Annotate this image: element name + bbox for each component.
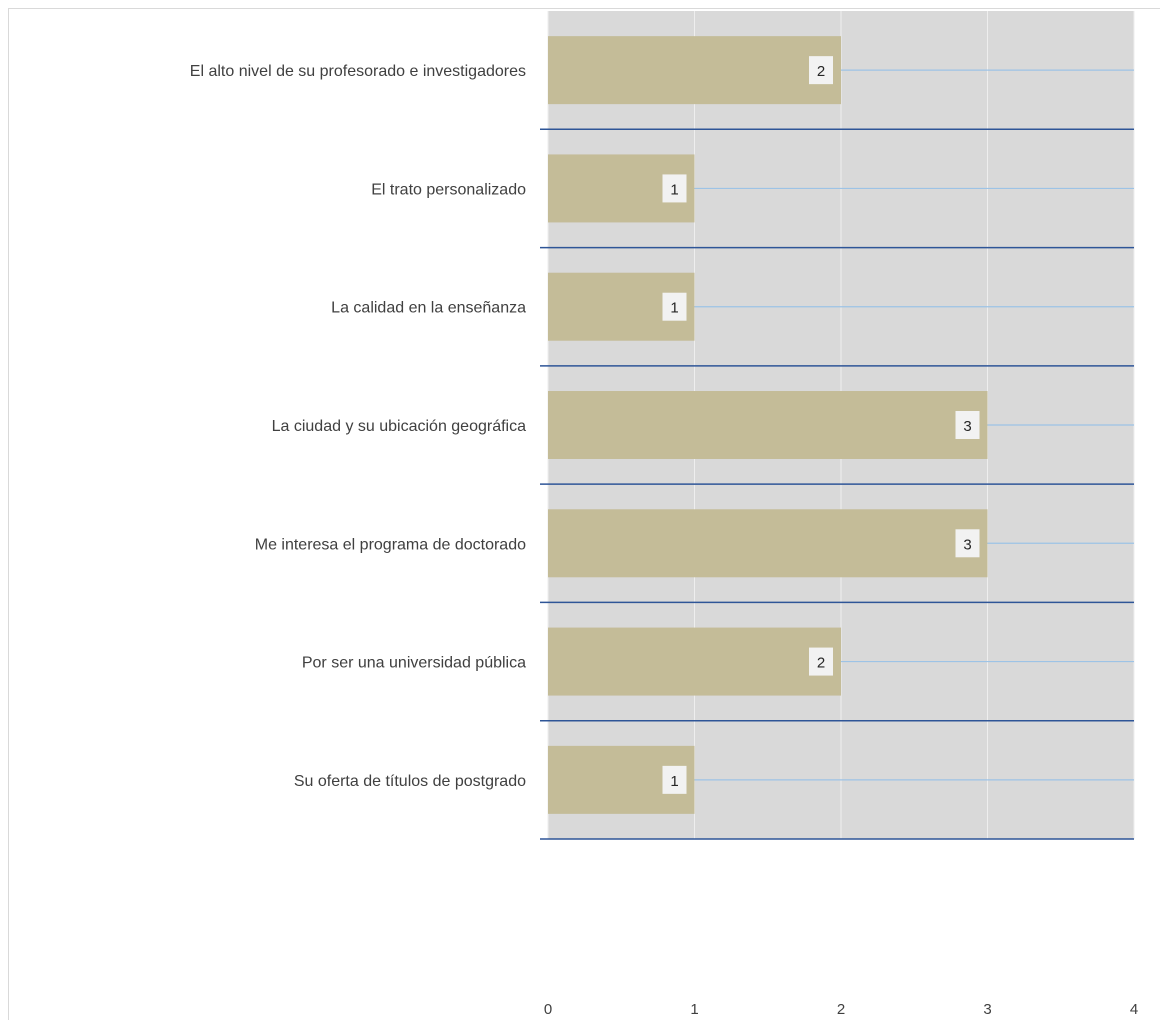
data-label-box: [955, 529, 980, 558]
data-label: 1: [670, 300, 678, 317]
data-label: 2: [817, 63, 825, 80]
bar: [548, 509, 988, 578]
bar: [548, 627, 841, 696]
x-tick-label: 1: [690, 1001, 698, 1018]
x-tick-label: 3: [983, 1001, 991, 1018]
data-label: 3: [963, 536, 971, 553]
category-label: El alto nivel de su profesorado e invest…: [190, 63, 526, 80]
data-label: 3: [963, 418, 971, 435]
bar-chart: 2 El alto nivel de su profesorado e inves…: [190, 11, 1138, 1018]
bar: [548, 36, 841, 105]
data-label-box: [662, 292, 687, 321]
data-label-box: [662, 174, 687, 203]
data-label-box: [662, 765, 687, 794]
chart-frame: 2 El alto nivel de su profesorado e inves…: [8, 8, 1160, 1020]
category-label: La ciudad y su ubicación geográfica: [272, 418, 526, 435]
data-label: 2: [817, 655, 825, 672]
data-label-box: [809, 56, 833, 85]
category-label: Me interesa el programa de doctorado: [255, 536, 526, 553]
x-tick-label: 2: [837, 1001, 845, 1018]
category-label: Por ser una universidad pública: [302, 655, 526, 672]
data-label-box: [955, 411, 980, 439]
data-label-box: [809, 647, 833, 676]
category-label: Su oferta de títulos de postgrado: [294, 773, 526, 790]
bar: [548, 391, 988, 459]
data-label: 1: [670, 773, 678, 790]
x-tick-label: 4: [1130, 1001, 1138, 1018]
x-tick-label: 0: [544, 1001, 552, 1018]
data-label: 1: [670, 181, 678, 198]
category-label: El trato personalizado: [371, 181, 526, 198]
category-label: La calidad en la enseñanza: [331, 300, 526, 317]
